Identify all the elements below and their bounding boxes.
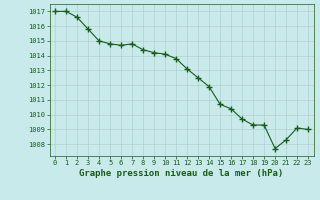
X-axis label: Graphe pression niveau de la mer (hPa): Graphe pression niveau de la mer (hPa) (79, 169, 284, 178)
